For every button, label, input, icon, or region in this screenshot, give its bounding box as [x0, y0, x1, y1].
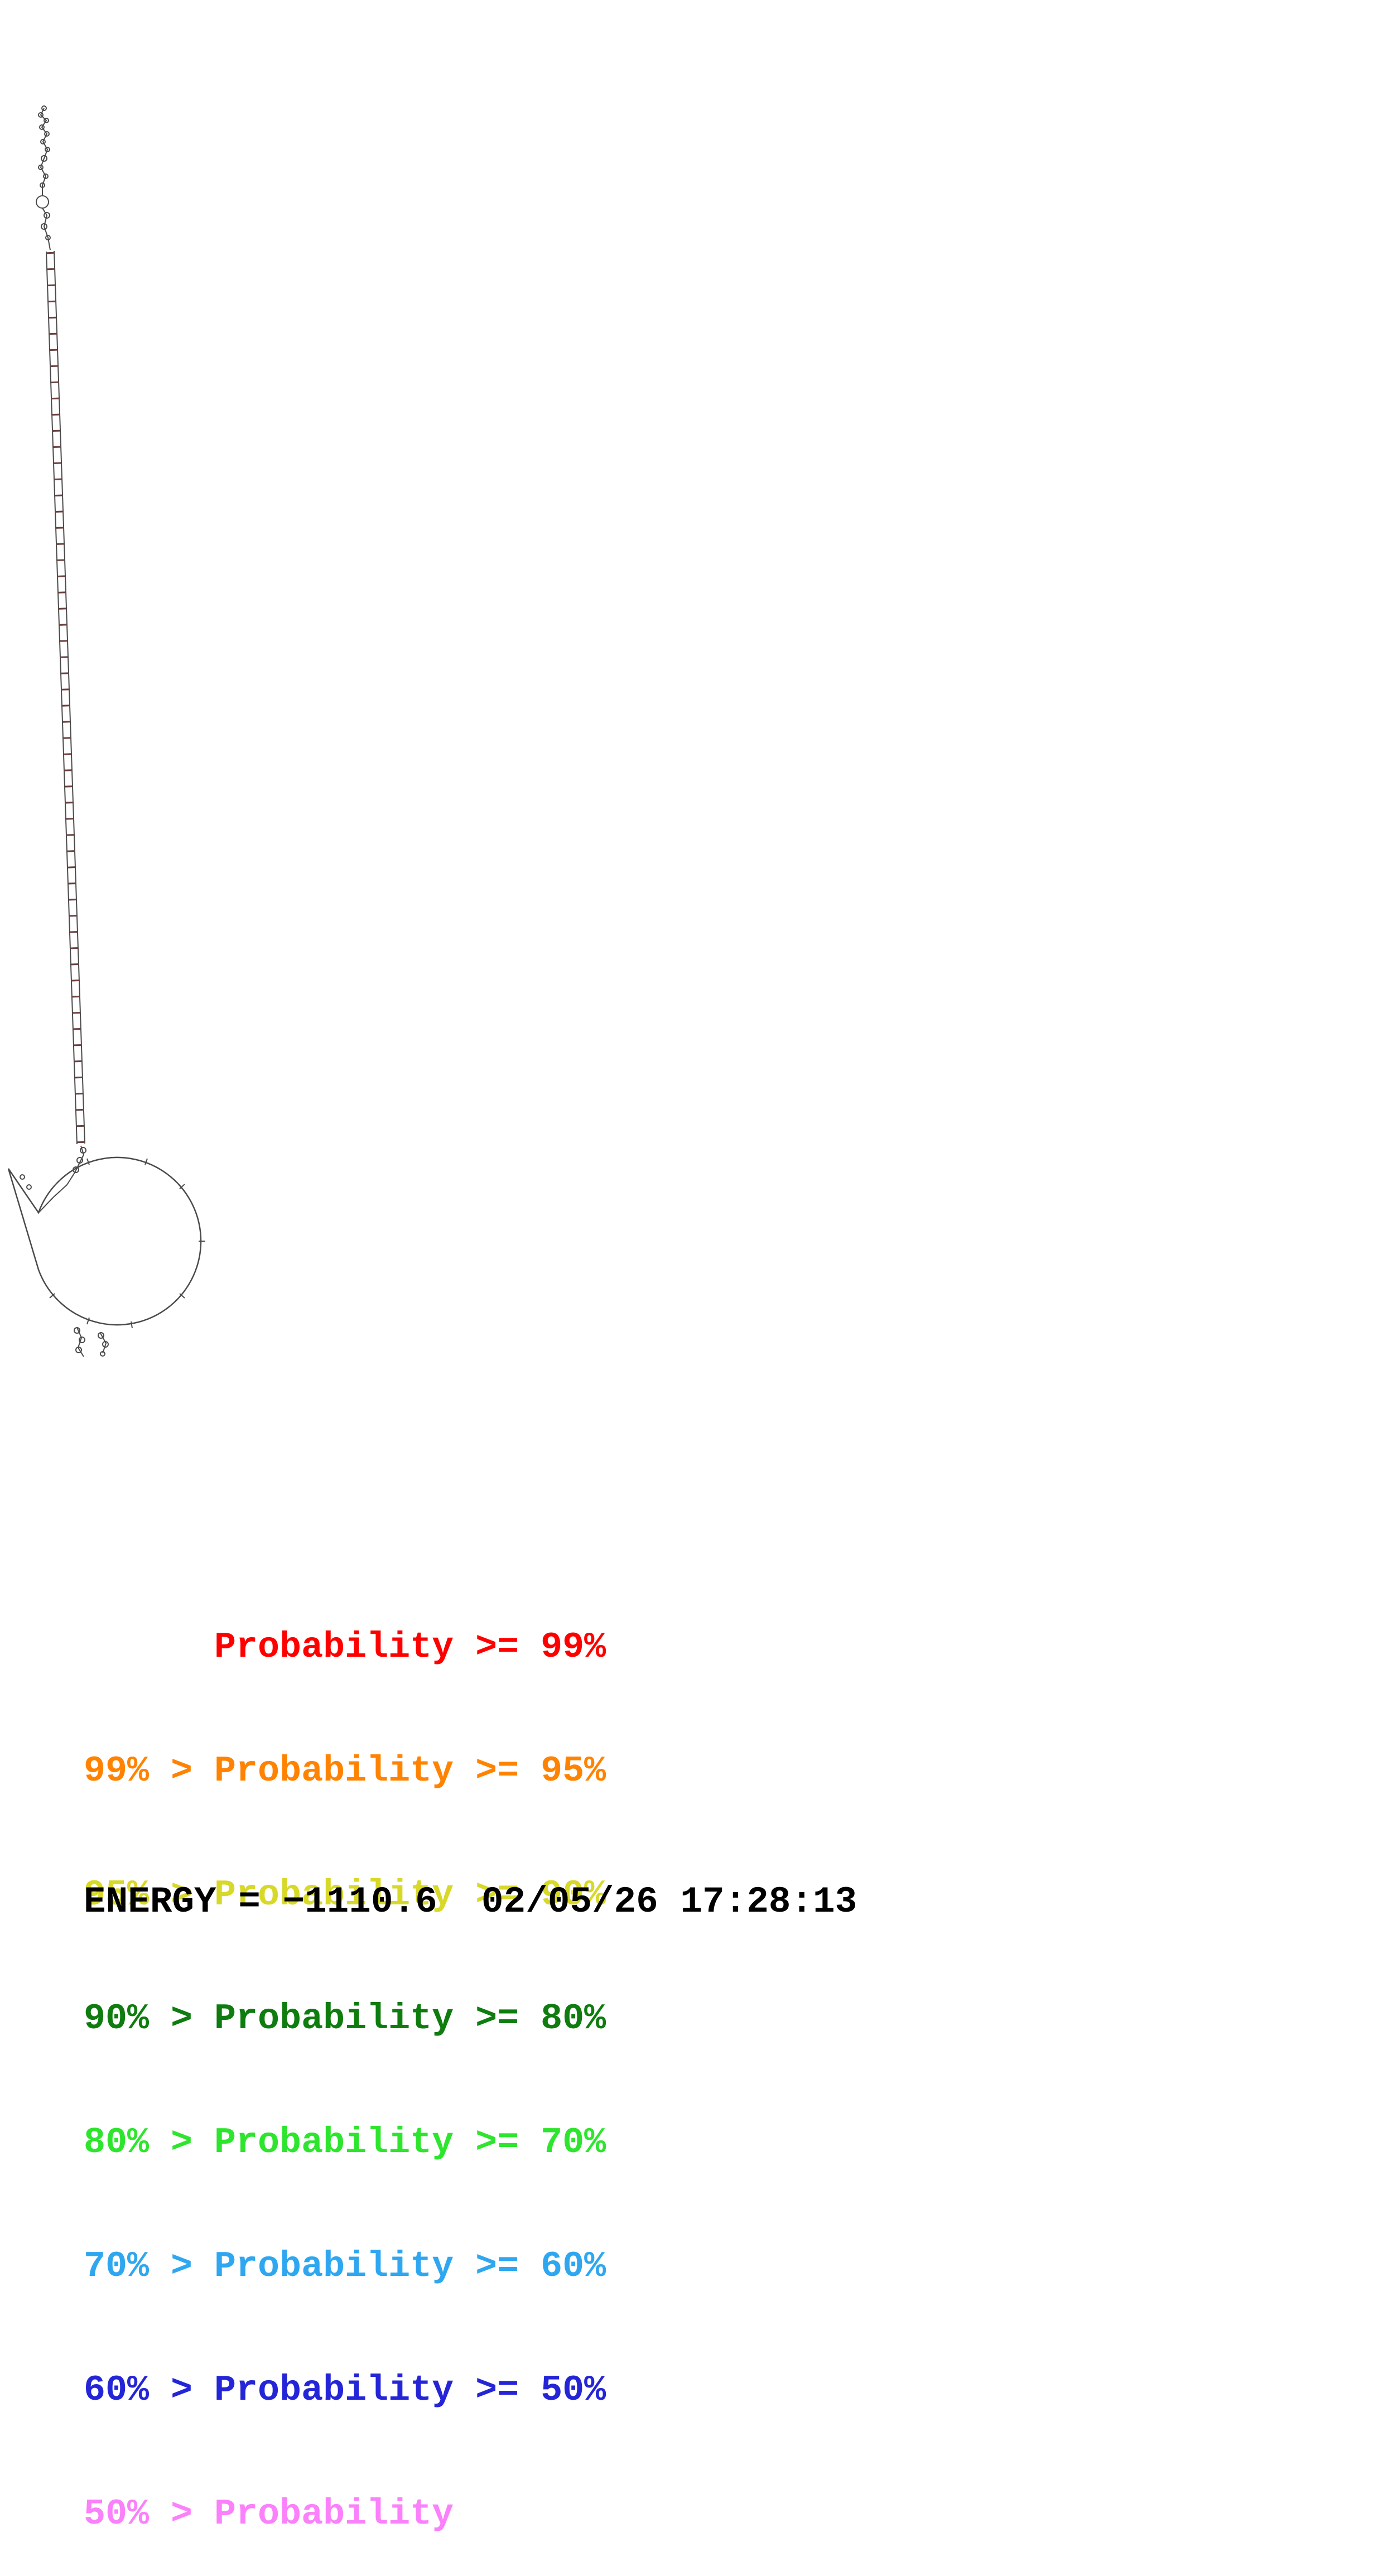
legend-item-80: 90% > Probability >= 80%	[84, 1998, 606, 2039]
tail-nucleotides	[36, 105, 51, 240]
stem-loop-junction	[20, 1145, 86, 1213]
stem-rail-right	[54, 250, 85, 1144]
stem-helix	[46, 250, 85, 1145]
five-prime-tail	[36, 105, 51, 250]
legend-item-70: 80% > Probability >= 70%	[84, 2122, 606, 2163]
legend-item-below-50: 50% > Probability	[84, 2493, 454, 2535]
legend-item-50: 60% > Probability >= 50%	[84, 2370, 606, 2411]
legend-item-90: 95% > Probability >= 90%	[84, 1874, 606, 1916]
rna-structure-diagram	[7, 105, 205, 1357]
legend-item-60: 70% > Probability >= 60%	[84, 2246, 606, 2287]
energy-readout: ENERGY = −1110.6 02/05/26 17:28:13	[84, 1881, 857, 1923]
three-prime-tail	[74, 1327, 109, 1357]
legend-item-95: 99% > Probability >= 95%	[84, 1750, 606, 1792]
loop-outline	[7, 1156, 202, 1326]
loop-tick-marks	[49, 1158, 205, 1329]
tail-backbone-b	[100, 1333, 107, 1354]
legend-item-99: Probability >= 99%	[84, 1627, 606, 1668]
exterior-loop	[7, 1156, 205, 1329]
probability-legend: Probability >= 99% 99% > Probability >= …	[84, 1544, 606, 2576]
stem-basepair-rungs	[46, 252, 85, 1145]
stem-rail-left	[46, 251, 78, 1145]
